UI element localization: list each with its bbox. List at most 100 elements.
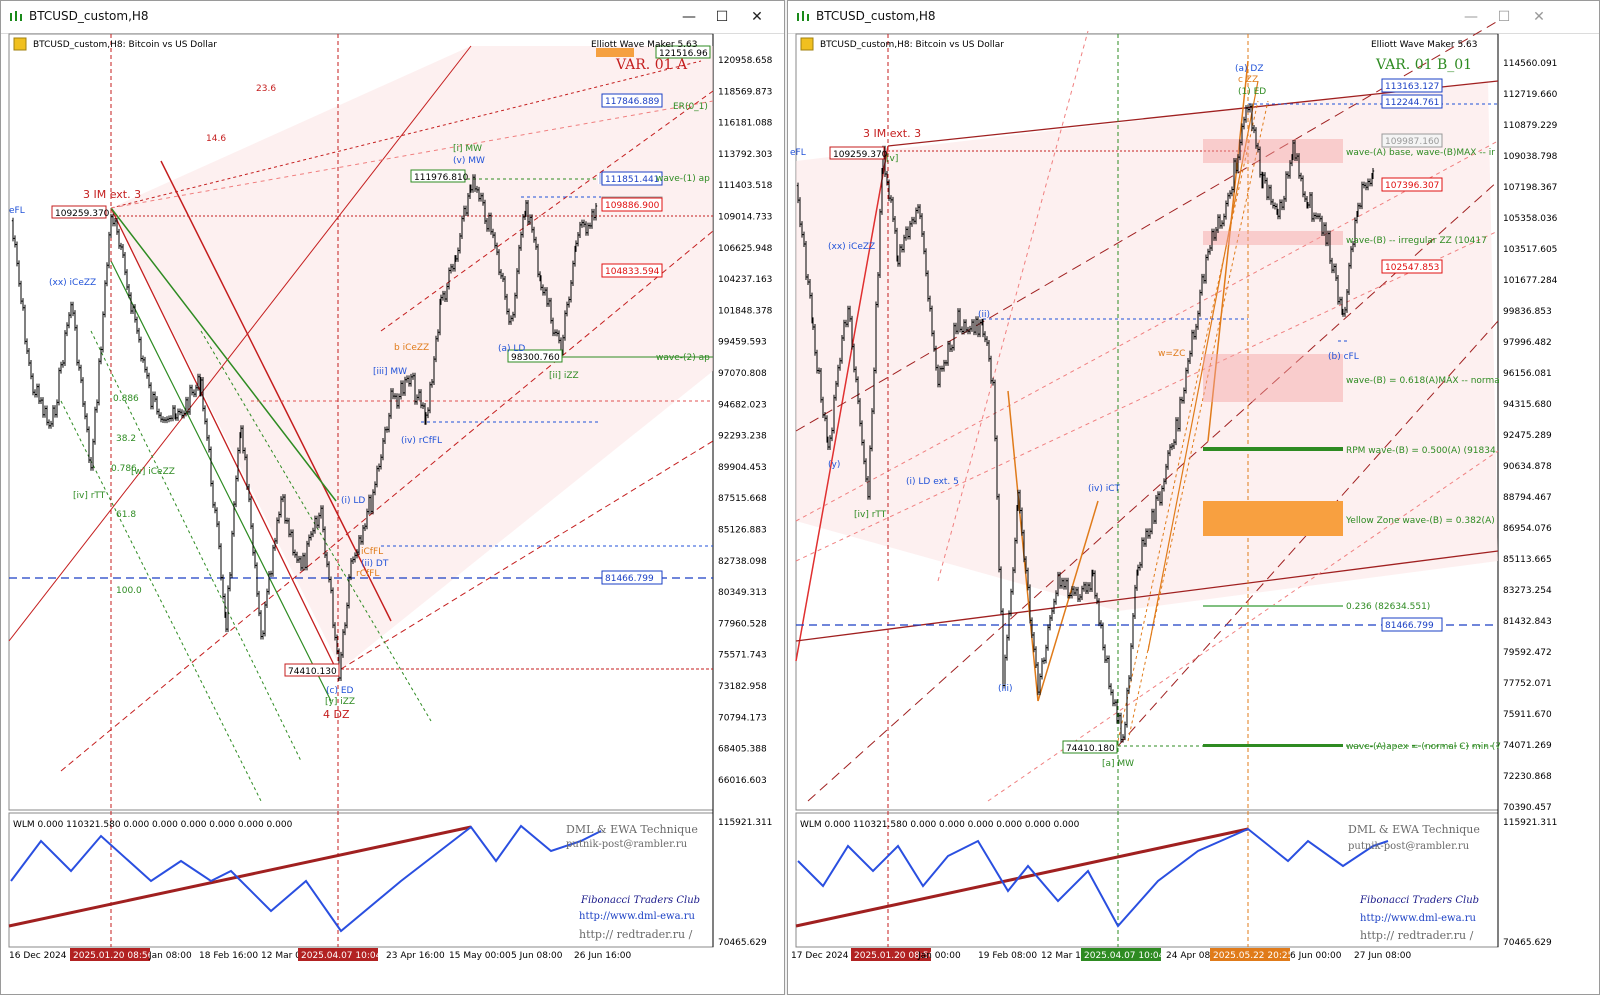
- price-scale-label: 66016.603: [718, 776, 767, 786]
- time-axis-label: 18 Feb 16:00: [199, 951, 258, 961]
- chart-window-left[interactable]: BTCUSD_custom,H8 — ☐ ✕ 120958.658 118569.…: [0, 0, 785, 995]
- wave-label: eFL: [9, 206, 25, 216]
- watermark-text: putnik-post@rambler.ru: [566, 839, 688, 850]
- wave-label: wave-(2) ap: [656, 353, 710, 363]
- trend-line: [60, 230, 714, 772]
- watermark-text: Fibonacci Traders Club: [1359, 895, 1479, 906]
- price-box: [284, 663, 340, 677]
- time-axis-label: 24 Apr 08: [1166, 951, 1210, 961]
- wave-label: [iii] MW: [373, 367, 407, 377]
- price-box-label: 109259.370: [833, 150, 888, 160]
- wave-label: [iv] rTT: [854, 510, 887, 520]
- trend-line: [1007, 390, 1039, 702]
- price-box: [829, 146, 885, 160]
- price-box-label: 109259.370: [55, 209, 110, 219]
- price-scale-label: 109038.798: [1503, 152, 1558, 162]
- price-scale-label: 81432.843: [1503, 617, 1552, 627]
- price-scale-label: 77752.071: [1503, 679, 1552, 689]
- time-highlight: [1210, 948, 1290, 961]
- price-scale-label: 70390.457: [1503, 803, 1552, 813]
- price-scale-label: 110879.229: [1503, 121, 1558, 131]
- price-tag-label: 117846.889: [605, 97, 660, 107]
- price-scale-label: 101677.284: [1503, 276, 1558, 286]
- price-tag: [601, 570, 663, 585]
- time-axis-label: 6 Jun 00:00: [1290, 951, 1342, 961]
- time-axis-label: 5 Jun 08:00: [511, 951, 563, 961]
- target-zone: [1203, 231, 1343, 245]
- wave-label: 100.0: [116, 586, 142, 596]
- time-axis-label: 15 May 00:00: [449, 951, 511, 961]
- price-box-label: 74410.130: [288, 667, 337, 677]
- wave-label: [y] iZZ: [325, 697, 355, 707]
- price-chart[interactable]: 120958.658 118569.873 116181.088 113792.303…: [1, 1, 785, 995]
- price-scale-label: 80349.313: [718, 588, 767, 598]
- price-box-label: 121516.96: [659, 49, 708, 59]
- maximize-button[interactable]: ☐: [709, 7, 735, 27]
- target-zone: [1203, 139, 1343, 163]
- wave-label: (c) ED: [326, 686, 354, 696]
- time-highlight: [298, 948, 378, 961]
- variant-label: VAR. 01 A: [615, 57, 688, 73]
- price-tag-label: 109987.160: [1385, 137, 1440, 147]
- wave-label: 0.786: [111, 464, 137, 474]
- wave-label: ER(0_1): [673, 102, 708, 112]
- oscillator-scale-bottom: 70465.629: [718, 938, 767, 948]
- oscillator-trend-line: [795, 827, 1249, 928]
- oscillator-scale-top: 115921.311: [718, 818, 772, 828]
- chart-app-icon: [10, 11, 22, 21]
- target-zone: [596, 48, 634, 57]
- chart-window-right[interactable]: BTCUSD_custom,H8 — ☐ ✕ 114560.091 112719.…: [787, 0, 1600, 995]
- minimize-button[interactable]: —: [676, 7, 702, 27]
- watermark-text: http:// redtrader.ru /: [1360, 929, 1474, 942]
- wave-label: b iCeZZ: [394, 343, 429, 353]
- wave-label: (xx) iCeZZ: [49, 278, 96, 288]
- price-scale-label: 114560.091: [1503, 59, 1557, 69]
- watermark-text: http://www.dml-ewa.ru: [1360, 913, 1477, 924]
- wave-label: iCfFL: [361, 547, 383, 557]
- symbol-icon: [800, 37, 814, 51]
- price-box-label: 74410.180: [1066, 744, 1115, 754]
- wave-label: [i] MW: [453, 144, 482, 154]
- price-tag: [601, 263, 663, 278]
- wave-label: c ZZ: [1238, 75, 1258, 85]
- price-tag-label: 107396.307: [1385, 181, 1439, 191]
- price-scale-label: 75571.743: [718, 651, 767, 661]
- watermark-text: http://www.dml-ewa.ru: [579, 911, 696, 922]
- chart-label: BTCUSD_custom,H8: Bitcoin vs US Dollar: [33, 40, 217, 50]
- window-titlebar[interactable]: BTCUSD_custom,H8 — ☐ ✕: [1, 1, 784, 34]
- window-titlebar[interactable]: BTCUSD_custom,H8 — ☐ ✕: [788, 1, 1599, 34]
- minimize-button[interactable]: —: [1458, 7, 1484, 27]
- wave-label: [a] MW: [1102, 759, 1134, 769]
- price-scale-label: 77960.528: [718, 619, 767, 629]
- chart-label: BTCUSD_custom,H8: Bitcoin vs US Dollar: [820, 40, 1004, 50]
- price-box: [410, 169, 466, 183]
- price-scale-label: 104237.163: [718, 275, 772, 285]
- maximize-icon: ☐: [715, 9, 729, 25]
- price-chart[interactable]: 114560.091 112719.660 110879.229 109038.798…: [788, 1, 1600, 995]
- time-axis-label: 2025.01.20 08:56: [73, 951, 154, 961]
- oscillator-header: WLM 0.000 110321.580 0.000 0.000 0.000 0…: [800, 820, 1080, 830]
- price-scale-label: 120958.658: [718, 56, 773, 66]
- trend-line: [795, 145, 889, 662]
- close-button[interactable]: ✕: [744, 7, 770, 27]
- wave-label: [iv] rTT: [73, 491, 106, 501]
- price-scale-label: 92475.289: [1503, 431, 1552, 441]
- wave-label: 23.6: [256, 84, 276, 94]
- wave-label: 61.8: [116, 510, 136, 520]
- price-scale-label: 107198.367: [1503, 183, 1557, 193]
- target-zone: [1203, 447, 1343, 451]
- price-scale-label: 83273.254: [1503, 586, 1552, 596]
- wave-label: 3 IM ext. 3: [863, 127, 921, 140]
- trend-line: [795, 550, 1499, 642]
- price-scale-label: 111403.518: [718, 181, 773, 191]
- trend-line: [160, 160, 392, 622]
- oscillator-scale-top: 115921.311: [1503, 818, 1557, 828]
- oscillator-scale-bottom: 70465.629: [1503, 938, 1552, 948]
- wave-label: wave-(1) ap: [656, 174, 710, 184]
- wave-label: w=ZC: [1158, 349, 1185, 359]
- maximize-button[interactable]: ☐: [1491, 7, 1517, 27]
- close-button[interactable]: ✕: [1526, 7, 1552, 27]
- price-scale-label: 97070.808: [718, 369, 767, 379]
- trend-line: [795, 140, 1499, 522]
- price-scale-label: 94315.680: [1503, 400, 1552, 410]
